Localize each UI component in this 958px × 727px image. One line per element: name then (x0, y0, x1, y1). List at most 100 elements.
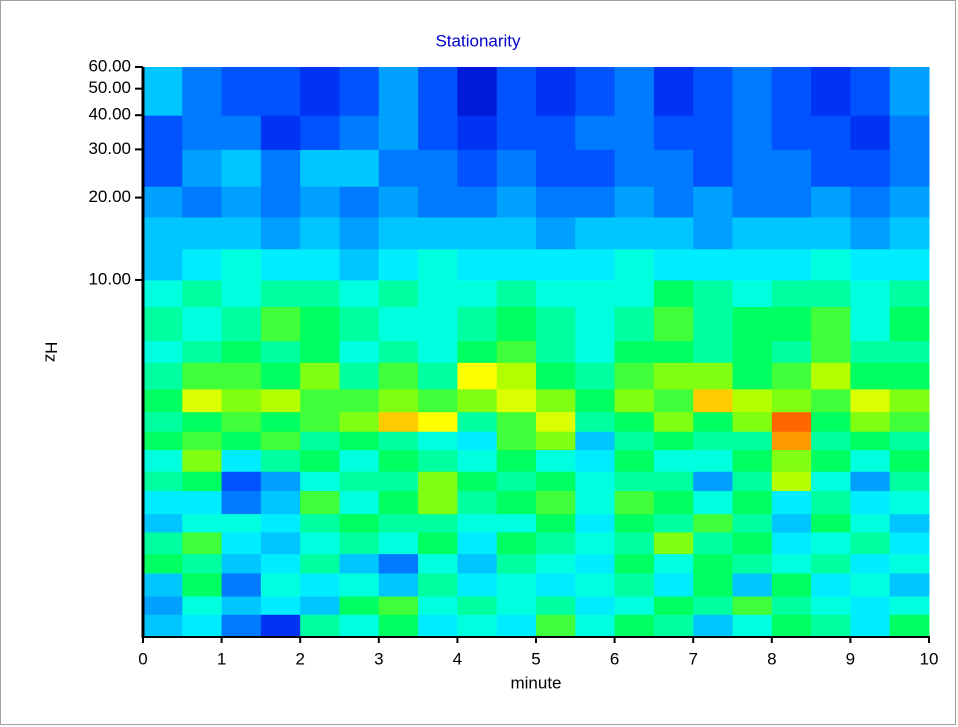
heatmap-cell (496, 553, 537, 574)
heatmap-cell (693, 340, 733, 363)
heatmap-cell (732, 279, 773, 307)
heatmap-cell (300, 572, 340, 597)
heatmap-cell (732, 531, 773, 555)
heatmap-cell (339, 149, 380, 187)
heatmap-cell (260, 186, 301, 218)
heatmap-cell (771, 340, 812, 363)
heatmap-cell (536, 411, 576, 432)
heatmap-cell (732, 513, 773, 533)
heatmap-cell (182, 115, 223, 150)
heatmap-cell (693, 513, 733, 533)
heatmap-cell (339, 279, 380, 307)
heatmap-cell (889, 279, 930, 307)
heatmap-cell (221, 531, 262, 555)
heatmap-cell (693, 248, 733, 281)
heatmap-cell (771, 411, 812, 432)
heatmap-cell (143, 614, 183, 637)
heatmap-cell (300, 388, 340, 413)
heatmap-cell (143, 471, 183, 492)
heatmap (143, 67, 930, 637)
heatmap-cell (850, 490, 891, 515)
heatmap-cell (300, 67, 340, 116)
heatmap-cell (260, 553, 301, 574)
heatmap-cell (693, 362, 733, 390)
heatmap-cell (614, 149, 655, 187)
heatmap-cell (732, 431, 773, 451)
heatmap-cell (182, 471, 223, 492)
heatmap-cell (732, 614, 773, 637)
y-tick-label: 10.00 (88, 269, 131, 288)
heatmap-cell (536, 490, 576, 515)
heatmap-cell (771, 471, 812, 492)
heatmap-cell (457, 572, 498, 597)
heatmap-cell (575, 67, 616, 116)
heatmap-cell (653, 411, 694, 432)
heatmap-cell (378, 553, 419, 574)
heatmap-cell (889, 572, 930, 597)
heatmap-cell (653, 340, 694, 363)
heatmap-cell (536, 531, 576, 555)
heatmap-cell (339, 531, 380, 555)
heatmap-cell (260, 431, 301, 451)
heatmap-cell (889, 596, 930, 615)
heatmap-cell (418, 149, 458, 187)
heatmap-cell (850, 248, 891, 281)
heatmap-cell (732, 149, 773, 187)
heatmap-cell (143, 340, 183, 363)
x-tick-label: 0 (138, 649, 147, 668)
heatmap-cell (221, 216, 262, 250)
heatmap-cell (418, 67, 458, 116)
heatmap-cell (496, 471, 537, 492)
heatmap-cell (143, 431, 183, 451)
heatmap-cell (614, 572, 655, 597)
heatmap-cell (496, 614, 537, 637)
heatmap-cell (536, 216, 576, 250)
heatmap-cell (457, 340, 498, 363)
heatmap-cell (378, 279, 419, 307)
heatmap-cell (457, 411, 498, 432)
heatmap-cell (653, 186, 694, 218)
heatmap-cell (732, 449, 773, 472)
heatmap-cell (418, 531, 458, 555)
heatmap-cell (850, 115, 891, 150)
heatmap-cell (260, 248, 301, 281)
heatmap-cell (182, 216, 223, 250)
heatmap-cell (260, 149, 301, 187)
heatmap-cell (693, 67, 733, 116)
heatmap-cell (850, 431, 891, 451)
heatmap-cell (260, 411, 301, 432)
heatmap-cell (418, 279, 458, 307)
heatmap-cell (614, 490, 655, 515)
heatmap-cell (693, 471, 733, 492)
heatmap-cell (143, 306, 183, 342)
heatmap-cell (614, 531, 655, 555)
heatmap-cell (300, 306, 340, 342)
heatmap-cell (182, 67, 223, 116)
heatmap-cell (457, 306, 498, 342)
heatmap-cell (811, 115, 851, 150)
heatmap-cell (811, 449, 851, 472)
heatmap-cell (771, 115, 812, 150)
heatmap-cell (614, 388, 655, 413)
heatmap-cell (536, 471, 576, 492)
heatmap-cell (496, 306, 537, 342)
heatmap-cell (693, 490, 733, 515)
heatmap-cell (771, 216, 812, 250)
heatmap-cell (614, 596, 655, 615)
heatmap-cell (182, 572, 223, 597)
heatmap-cell (418, 186, 458, 218)
heatmap-cell (378, 388, 419, 413)
heatmap-cell (614, 411, 655, 432)
heatmap-cell (771, 248, 812, 281)
heatmap-cell (575, 248, 616, 281)
heatmap-cell (693, 572, 733, 597)
heatmap-cell (339, 553, 380, 574)
heatmap-cell (143, 411, 183, 432)
x-tick-label: 9 (846, 649, 855, 668)
x-tick-label: 1 (217, 649, 226, 668)
heatmap-cell (300, 216, 340, 250)
heatmap-cell (536, 306, 576, 342)
heatmap-cell (693, 596, 733, 615)
heatmap-cell (575, 306, 616, 342)
